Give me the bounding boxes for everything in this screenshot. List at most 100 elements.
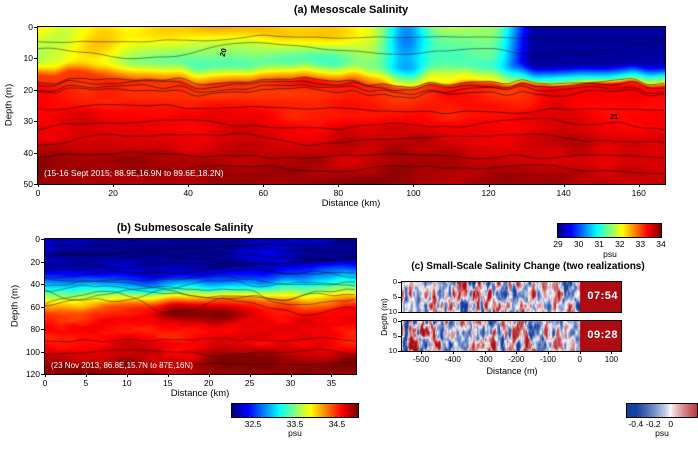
panel-c-strip2-heatmap — [401, 320, 622, 352]
panel-b-y-tick — [41, 284, 45, 285]
panel-a-x-tick-label: 160 — [631, 188, 646, 198]
panel-a-annotation: (15-16 Sept 2015; 88.9E,16.9N to 89.6E,1… — [44, 168, 224, 178]
panel-c-strip2-y-tick — [398, 351, 402, 352]
panel-b-x-tick-label: 0 — [42, 378, 48, 388]
panel-c-x-tick — [579, 351, 581, 354]
panel-c-strip1-y-tick — [398, 312, 402, 313]
colorbar-a-tick-label: 32 — [615, 239, 625, 249]
panel-b-y-tick — [41, 306, 45, 308]
panel-c-strip1-y-tick-label: 5 — [392, 292, 397, 301]
panel-b-x-tick — [208, 374, 210, 377]
panel-a-y-tick — [34, 89, 38, 91]
panel-a-y-tick — [34, 152, 38, 154]
panel-a-y-tick-label: 0 — [28, 22, 33, 32]
panel-a-y-tick-label: 20 — [23, 84, 33, 95]
panel-c-xlabel: Distance (m) — [486, 366, 538, 376]
panel-c-colorbar-unit: psu — [655, 428, 669, 438]
panel-b-annotation: (23 Nov 2013, 86.8E,15.7N to 87E,16N) — [51, 361, 193, 370]
panel-c-x-tick — [452, 351, 454, 354]
panel-a-title: (a) Mesoscale Salinity — [293, 4, 409, 16]
panel-c-strip1-y-tick-label: 10 — [388, 307, 397, 316]
panel-b-x-tick-label: 35 — [326, 378, 337, 388]
panel-c-strip1-y-tick-label: 0 — [392, 277, 397, 286]
panel-b-x-tick-label: 20 — [203, 378, 214, 388]
panel-b-x-tick — [167, 374, 169, 377]
panel-b-x-tick — [85, 374, 87, 377]
colorbar-b-tick-label: 33.5 — [286, 419, 304, 429]
panel-b-x-tick-label: 5 — [83, 378, 89, 388]
panel-c-x-tick-label: -400 — [444, 355, 461, 364]
panel-a-x-tick — [38, 184, 39, 187]
panel-a-xlabel: Distance (km) — [321, 198, 381, 209]
panel-b-y-tick — [41, 261, 45, 263]
panel-b-y-tick — [41, 239, 45, 240]
panel-c-strip2-y-tick-label: 10 — [388, 346, 397, 355]
panel-c-title: (c) Small-Scale Salinity Change (two rea… — [411, 261, 645, 272]
panel-c-strip1-heatmap — [401, 281, 622, 313]
panel-b-y-tick — [41, 351, 45, 353]
panel-c-x-tick — [516, 351, 518, 354]
colorbar-c-tick-label: -0.2 — [645, 419, 661, 429]
panel-a-y-tick-label: 30 — [23, 116, 33, 127]
panel-a-x-tick — [413, 184, 415, 187]
panel-b-y-tick-label: 40 — [30, 279, 40, 289]
panel-b-x-tick-label: 25 — [244, 378, 255, 388]
panel-c-strip2-y-tick-label: 5 — [392, 331, 397, 340]
panel-a-x-tick-label: 0 — [35, 188, 41, 198]
colorbar-a-tick-label: 31 — [594, 239, 604, 249]
panel-c-x-tick-label: -500 — [413, 355, 430, 364]
panel-b-y-tick — [41, 374, 45, 375]
panel-c-x-tick-label: 100 — [604, 355, 619, 364]
panel-b-x-tick — [126, 374, 128, 377]
panel-b-y-tick-label: 20 — [30, 256, 40, 267]
panel-c-x-tick — [421, 351, 423, 354]
panel-a-x-tick-label: 140 — [556, 188, 571, 198]
panel-b-y-tick-label: 60 — [30, 301, 40, 312]
panel-a-x-tick — [113, 184, 115, 187]
panel-c-strip2-y-tick — [398, 321, 402, 322]
panel-b-y-tick-label: 80 — [30, 324, 40, 334]
strip1-time-label: 07:54 — [587, 290, 618, 302]
panel-a-x-tick-label: 40 — [183, 188, 193, 198]
panel-a-x-tick — [488, 184, 490, 187]
panel-b-y-tick — [41, 329, 45, 330]
colorbar-b-tick-label: 34.5 — [328, 419, 346, 429]
panel-a-y-tick — [34, 121, 38, 123]
panel-a-x-tick-label: 60 — [258, 188, 268, 198]
panel-b-x-tick-label: 15 — [163, 378, 173, 388]
panel-b-title: (b) Submesoscale Salinity — [116, 222, 254, 234]
panel-a-colorbar — [557, 223, 662, 238]
colorbar-a-tick-label: 30 — [573, 239, 584, 249]
panel-c-strip2-y-tick-label: 0 — [392, 316, 397, 325]
panel-a-x-tick — [338, 184, 340, 187]
panel-b-x-tick — [331, 374, 333, 377]
panel-a-x-tick — [563, 184, 565, 187]
panel-a-x-tick-label: 120 — [481, 188, 496, 198]
panel-a-y-tick — [34, 27, 38, 28]
panel-b-y-tick-label: 0 — [35, 234, 40, 244]
strip2-time-label: 09:28 — [587, 329, 618, 341]
panel-a-x-tick — [638, 184, 640, 187]
panel-a-x-tick-label: 20 — [108, 188, 118, 198]
panel-a-x-tick — [263, 184, 265, 187]
panel-c-x-tick — [611, 351, 613, 354]
colorbar-c-tick-label: -0.4 — [628, 419, 644, 429]
colorbar-a-tick-label: 29 — [553, 239, 563, 249]
panel-b-colorbar-unit: psu — [288, 428, 302, 438]
panel-c-strip1-y-tick — [398, 282, 402, 283]
panel-b-x-tick-label: 10 — [122, 378, 132, 388]
panel-a-y-tick — [34, 184, 38, 185]
panel-b-x-tick — [45, 374, 46, 377]
colorbar-a-tick-label: 34 — [656, 239, 666, 249]
panel-b-x-tick-label: 30 — [285, 378, 296, 388]
panel-b-x-tick — [249, 374, 251, 377]
panel-c-x-tick-label: -300 — [476, 355, 493, 364]
panel-c-x-tick-label: -100 — [539, 355, 556, 364]
contour-label-21: 21 — [610, 112, 619, 121]
colorbar-b-tick-label: 32.5 — [244, 419, 262, 429]
panel-a-x-tick-label: 80 — [333, 188, 344, 198]
panel-b-xlabel: Distance (km) — [170, 388, 230, 399]
panel-b-heatmap — [44, 238, 357, 375]
panel-a-x-tick-label: 100 — [406, 188, 421, 198]
panel-a-colorbar-unit: psu — [603, 249, 617, 259]
